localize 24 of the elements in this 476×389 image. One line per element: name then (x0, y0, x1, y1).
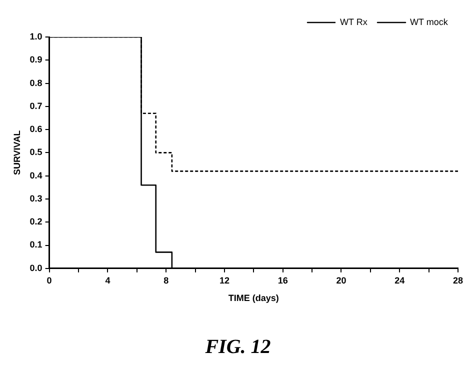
x-axis-title: TIME (days) (228, 293, 279, 304)
y-tick-label: 0.0 (30, 262, 42, 273)
y-tick-label: 0.9 (30, 54, 42, 65)
x-tick-label: 24 (394, 275, 405, 286)
y-tick-label: 0.6 (30, 124, 42, 134)
x-tick-label: 20 (336, 275, 346, 286)
x-tick-label: 28 (452, 275, 464, 286)
y-tick-label: 0.7 (30, 100, 42, 111)
x-tick-label: 4 (105, 275, 110, 286)
y-tick-label: 0.8 (30, 78, 42, 88)
y-tick-label: 1.0 (30, 31, 42, 42)
x-tick-label: 12 (219, 275, 230, 286)
x-tick-label: 16 (278, 275, 288, 286)
x-tick-label: 8 (164, 275, 169, 286)
y-tick-label: 0.3 (30, 193, 42, 204)
legend-label: WT mock (410, 16, 448, 27)
y-axis-title: SURVIVAL (12, 130, 22, 176)
y-tick-label: 0.4 (30, 170, 42, 180)
y-tick-label: 0.5 (30, 147, 42, 158)
y-tick-label: 0.2 (30, 216, 42, 227)
x-tick-label: 0 (46, 275, 52, 286)
y-tick-label: 0.1 (30, 240, 42, 250)
caption: FIG. 12 (204, 336, 272, 359)
legend-label: WT Rx (340, 16, 368, 27)
